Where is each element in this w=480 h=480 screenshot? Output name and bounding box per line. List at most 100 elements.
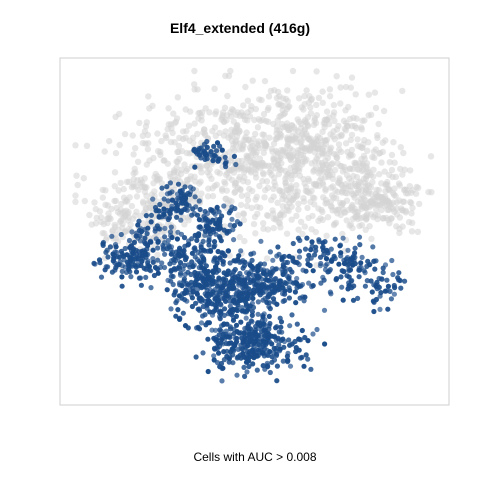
- high-auc-cell-point: [245, 293, 251, 299]
- low-auc-cell-point: [233, 133, 241, 140]
- low-auc-cell-point: [340, 185, 347, 192]
- high-auc-cell-point: [248, 318, 254, 324]
- low-auc-cell-point: [256, 182, 263, 190]
- high-auc-cell-point: [222, 154, 228, 160]
- low-auc-cell-point: [260, 131, 268, 139]
- high-auc-cell-point: [244, 369, 250, 375]
- low-auc-cell-point: [185, 122, 193, 129]
- high-auc-cell-point: [178, 231, 185, 237]
- low-auc-cell-point: [319, 99, 326, 107]
- high-auc-cell-point: [198, 320, 205, 326]
- low-auc-cell-point: [313, 68, 320, 75]
- low-auc-cell-point: [208, 175, 215, 182]
- low-auc-cell-point: [301, 223, 308, 230]
- low-auc-cell-point: [368, 202, 376, 209]
- high-auc-cell-point: [325, 269, 331, 275]
- high-auc-cell-point: [352, 250, 358, 256]
- high-auc-cell-point: [169, 189, 175, 195]
- high-auc-cell-point: [164, 184, 170, 190]
- high-auc-cell-point: [301, 298, 307, 304]
- high-auc-cell-point: [173, 208, 179, 214]
- high-auc-cell-point: [155, 270, 161, 276]
- low-auc-cell-point: [225, 134, 232, 141]
- high-auc-cell-point: [247, 348, 253, 354]
- high-auc-cell-point: [109, 233, 115, 239]
- low-auc-cell-point: [276, 187, 283, 194]
- low-auc-cell-point: [151, 174, 158, 181]
- high-auc-cell-point: [398, 285, 404, 291]
- high-auc-cell-point: [168, 224, 174, 230]
- low-auc-cell-point: [360, 202, 367, 209]
- low-auc-cell-point: [374, 215, 381, 223]
- low-auc-cell-point: [265, 118, 272, 126]
- high-auc-cell-point: [385, 283, 391, 289]
- high-auc-cell-point: [195, 282, 201, 288]
- low-auc-cell-point: [320, 148, 327, 155]
- low-auc-cell-point: [380, 107, 388, 115]
- high-auc-cell-point: [312, 252, 318, 258]
- high-auc-cell-point: [290, 258, 296, 264]
- high-auc-cell-point: [156, 214, 162, 220]
- high-auc-cell-point: [266, 300, 272, 306]
- high-auc-cell-point: [150, 196, 156, 202]
- low-auc-cell-point: [266, 134, 273, 141]
- low-auc-cell-point: [273, 135, 280, 142]
- high-auc-cell-point: [184, 298, 190, 304]
- high-auc-cell-point: [270, 257, 276, 263]
- high-auc-cell-point: [255, 299, 261, 305]
- low-auc-cell-point: [344, 122, 351, 130]
- low-auc-cell-point: [259, 159, 266, 167]
- low-auc-cell-point: [293, 212, 300, 220]
- low-auc-cell-point: [99, 194, 107, 201]
- high-auc-cell-point: [251, 266, 257, 273]
- points-layer: [72, 67, 435, 384]
- low-auc-cell-point: [331, 220, 338, 228]
- low-auc-cell-point: [357, 195, 365, 202]
- low-auc-cell-point: [227, 157, 234, 164]
- high-auc-cell-point: [126, 237, 133, 244]
- high-auc-cell-point: [297, 295, 303, 301]
- low-auc-cell-point: [351, 122, 358, 130]
- low-auc-cell-point: [181, 161, 188, 168]
- low-auc-cell-point: [264, 106, 271, 114]
- low-auc-cell-point: [338, 132, 345, 139]
- high-auc-cell-point: [274, 253, 280, 259]
- low-auc-cell-point: [347, 84, 354, 91]
- high-auc-cell-point: [182, 243, 188, 249]
- high-auc-cell-point: [242, 373, 248, 379]
- low-auc-cell-point: [136, 119, 143, 127]
- high-auc-cell-point: [201, 257, 207, 263]
- high-auc-cell-point: [263, 342, 269, 348]
- high-auc-cell-point: [161, 196, 167, 202]
- low-auc-cell-point: [388, 151, 396, 159]
- high-auc-cell-point: [119, 268, 125, 274]
- high-auc-cell-point: [184, 282, 190, 288]
- high-auc-cell-point: [213, 231, 219, 237]
- high-auc-cell-point: [289, 341, 295, 347]
- high-auc-cell-point: [136, 249, 142, 255]
- high-auc-cell-point: [218, 328, 224, 334]
- high-auc-cell-point: [146, 267, 152, 273]
- high-auc-cell-point: [287, 363, 294, 369]
- low-auc-cell-point: [263, 178, 271, 185]
- high-auc-cell-point: [299, 281, 306, 288]
- high-auc-cell-point: [352, 245, 358, 251]
- high-auc-cell-point: [142, 226, 148, 232]
- high-auc-cell-point: [273, 352, 280, 359]
- low-auc-cell-point: [249, 77, 256, 84]
- high-auc-cell-point: [234, 372, 240, 378]
- high-auc-cell-point: [276, 286, 282, 292]
- high-auc-cell-point: [178, 217, 184, 223]
- high-auc-cell-point: [296, 254, 303, 260]
- low-auc-cell-point: [145, 93, 152, 100]
- high-auc-cell-point: [239, 294, 245, 300]
- low-auc-cell-point: [255, 142, 262, 149]
- high-auc-cell-point: [162, 225, 168, 231]
- high-auc-cell-point: [105, 254, 111, 260]
- high-auc-cell-point: [136, 218, 142, 224]
- high-auc-cell-point: [174, 191, 181, 197]
- low-auc-cell-point: [356, 178, 363, 185]
- low-auc-cell-point: [343, 217, 350, 224]
- low-auc-cell-point: [408, 210, 415, 217]
- high-auc-cell-point: [164, 287, 170, 293]
